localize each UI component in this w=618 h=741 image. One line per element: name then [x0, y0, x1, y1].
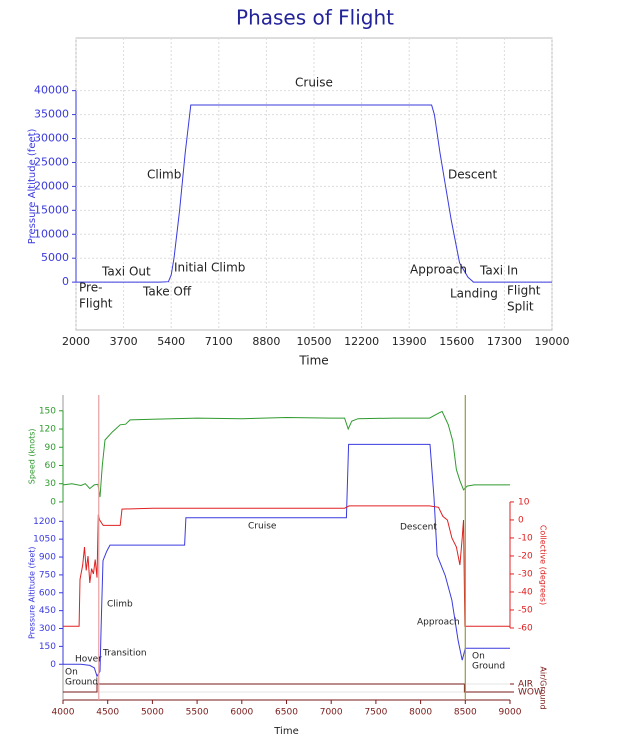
x-tick-label: 6500 — [275, 708, 298, 718]
x-tick-label: 8800 — [252, 335, 280, 348]
annotation: Approach — [417, 618, 460, 628]
altitude-line — [76, 104, 552, 283]
annotation: Take Off — [142, 285, 192, 299]
annotation: Ground — [65, 678, 98, 688]
series-line — [62, 410, 510, 498]
x-tick-label: 13900 — [392, 335, 427, 348]
annotation: Split — [507, 300, 534, 314]
y3-tick-label: 150 — [39, 406, 56, 416]
annotation: Initial Climb — [174, 261, 245, 275]
y2-tick-label: 10 — [518, 497, 530, 507]
y-tick-label: 25000 — [34, 155, 69, 168]
y-tick-label: 20000 — [34, 179, 69, 192]
annotation: Landing — [450, 287, 498, 301]
y2-tick-label: -20 — [518, 551, 533, 561]
x-tick-label: 3700 — [110, 335, 138, 348]
y3-axis-label: Speed (knots) — [28, 428, 37, 484]
y2-tick-label: -10 — [518, 533, 533, 543]
y-tick-label: 1050 — [33, 535, 56, 545]
y3-tick-label: 30 — [45, 479, 57, 489]
x-tick-label: 6000 — [230, 708, 253, 718]
x-axis-label: Time — [273, 726, 298, 737]
annotation: Cruise — [248, 522, 277, 532]
y2-axis-label: Collective (degrees) — [539, 525, 548, 605]
annotation: Pre- — [79, 281, 102, 295]
x-tick-label: 19000 — [535, 335, 570, 348]
y3-tick-label: 0 — [50, 497, 56, 507]
y2-tick-label: -30 — [518, 569, 533, 579]
y-tick-label: 5000 — [41, 251, 69, 264]
annotation: Ground — [472, 662, 505, 672]
x-tick-label: 7100 — [205, 335, 233, 348]
series-line — [63, 443, 510, 678]
chart-title: Phases of Flight — [236, 6, 394, 30]
annotation: Approach — [410, 263, 467, 277]
annotation: Descent — [448, 168, 497, 182]
x-tick-label: 5400 — [157, 335, 185, 348]
y-tick-label: 0 — [62, 275, 69, 288]
y-tick-label: 15000 — [34, 203, 69, 216]
y4-tick-label: AIR — [518, 679, 533, 689]
annotation: Flight — [79, 297, 113, 311]
y-tick-label: 30000 — [34, 132, 69, 145]
y-tick-label: 1200 — [33, 517, 56, 527]
annotation: Taxi In — [479, 264, 518, 278]
annotation: Hover — [75, 655, 102, 665]
annotation: On — [472, 652, 485, 662]
y3-tick-label: 120 — [39, 425, 56, 435]
x-tick-label: 4500 — [96, 708, 119, 718]
x-tick-label: 7500 — [364, 708, 387, 718]
x-tick-label: 15600 — [439, 335, 474, 348]
y-tick-label: 0 — [50, 660, 56, 670]
x-tick-label: 2000 — [62, 335, 90, 348]
y-tick-label: 40000 — [34, 84, 69, 97]
y-tick-label: 35000 — [34, 108, 69, 121]
x-tick-label: 4000 — [52, 708, 75, 718]
y-tick-label: 900 — [39, 553, 56, 563]
y-tick-label: 600 — [39, 588, 56, 598]
y4-tick-label: WOW — [518, 687, 543, 697]
y-tick-label: 150 — [39, 642, 56, 652]
annotation: Descent — [400, 523, 437, 533]
x-tick-label: 10500 — [297, 335, 332, 348]
x-axis-label: Time — [298, 354, 328, 368]
annotation: Cruise — [295, 76, 333, 90]
annotation: Taxi Out — [101, 265, 151, 279]
x-tick-label: 7000 — [320, 708, 343, 718]
y2-tick-label: -60 — [518, 623, 533, 633]
x-tick-label: 5000 — [141, 708, 164, 718]
y2-tick-label: -50 — [518, 605, 533, 615]
y2-tick-label: 0 — [518, 515, 524, 525]
series-line — [63, 683, 510, 693]
y-tick-label: 300 — [39, 624, 56, 634]
annotation: On — [65, 668, 78, 678]
x-tick-label: 17300 — [487, 335, 522, 348]
y3-tick-label: 60 — [45, 461, 57, 471]
y2-tick-label: -40 — [518, 587, 533, 597]
y-tick-label: 750 — [39, 570, 56, 580]
x-tick-label: 8500 — [454, 708, 477, 718]
annotation: Flight — [507, 284, 541, 298]
y-tick-label: 450 — [39, 606, 56, 616]
annotation: Climb — [147, 168, 181, 182]
annotation: Transition — [102, 649, 147, 659]
x-tick-label: 5500 — [186, 708, 209, 718]
x-tick-label: 9000 — [499, 708, 522, 718]
annotation: Climb — [107, 600, 133, 610]
y-tick-label: 10000 — [34, 227, 69, 240]
series-line — [63, 505, 510, 627]
x-tick-label: 12200 — [344, 335, 379, 348]
y4-axis-label: Air/Ground — [539, 666, 548, 709]
x-tick-label: 8000 — [409, 708, 432, 718]
y-axis-label: Pressure Altitude (feet) — [27, 128, 38, 244]
y-axis-label: Pressure Altitude (feet) — [28, 547, 37, 640]
y3-tick-label: 90 — [45, 443, 57, 453]
